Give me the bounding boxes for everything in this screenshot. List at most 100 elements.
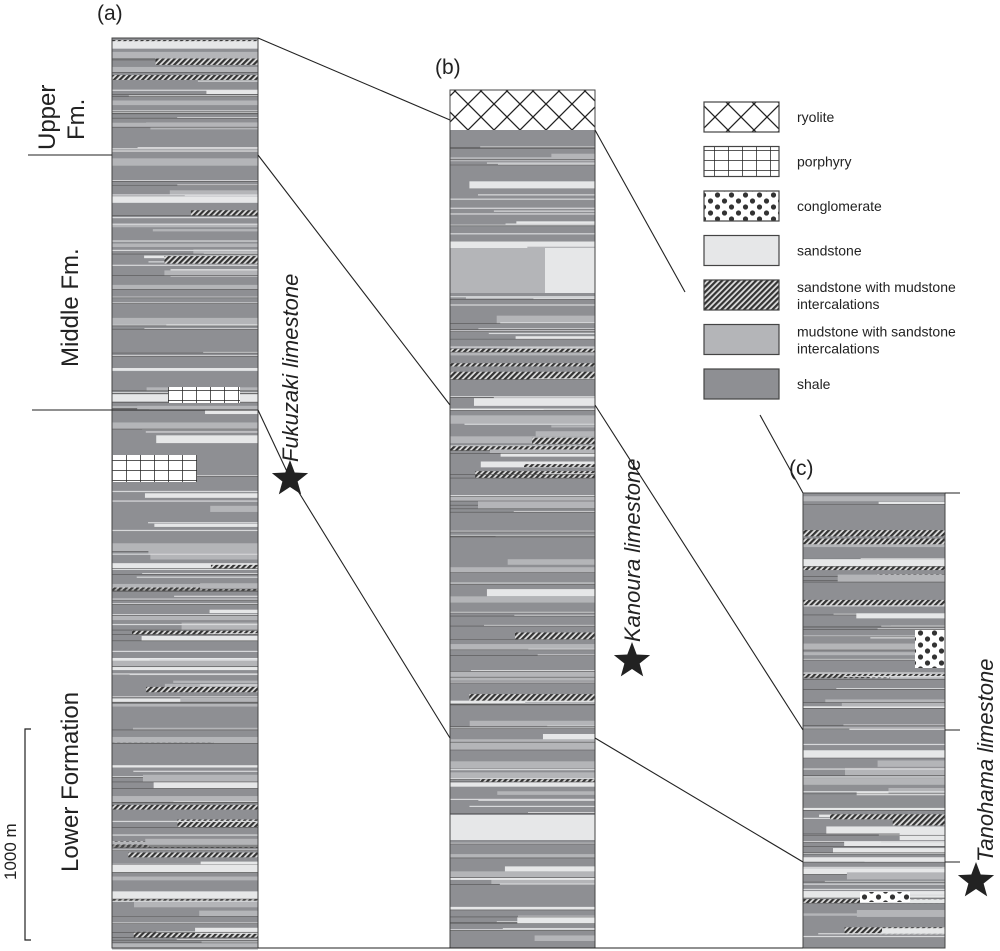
bed-layer	[213, 737, 258, 744]
bed-layer	[469, 181, 595, 189]
bed-layer	[450, 681, 595, 683]
bed-layer	[450, 700, 595, 704]
bed-layer	[450, 671, 595, 676]
bed-layer	[545, 877, 595, 884]
bed-layer	[450, 495, 595, 502]
bed-layer	[803, 888, 945, 891]
limestone-star-icon	[613, 642, 651, 677]
bed-layer	[547, 725, 595, 727]
bed-layer	[112, 529, 258, 532]
bed-layer	[881, 625, 945, 627]
bed-layer	[450, 739, 595, 743]
bed-layer	[882, 928, 945, 934]
bed-layer	[450, 330, 595, 332]
bed-layer	[112, 667, 258, 671]
bed-layer	[450, 727, 595, 729]
bed-layer	[141, 635, 258, 641]
bed-layer	[491, 877, 595, 885]
legend-swatch-sandmud	[703, 279, 780, 311]
bed-layer	[200, 861, 258, 865]
bed-layer	[128, 95, 258, 97]
bed-layer	[803, 852, 945, 855]
bed-layer	[206, 633, 258, 635]
column-label-c: (c)	[789, 457, 814, 480]
bed-layer	[450, 304, 595, 306]
bed-layer	[128, 852, 258, 858]
conglomerate-layer	[860, 892, 910, 902]
bed-layer	[112, 296, 258, 298]
bed-layer	[507, 559, 595, 565]
bed-layer	[818, 933, 945, 935]
bed-layer	[533, 298, 595, 300]
column-c	[803, 493, 945, 948]
bed-layer	[112, 216, 258, 219]
bed-layer	[112, 864, 258, 873]
bed-layer	[881, 841, 945, 843]
bed-layer	[210, 505, 258, 512]
bed-layer	[877, 760, 945, 767]
bed-layer	[450, 415, 595, 423]
bed-layer	[450, 871, 595, 878]
bed-layer	[112, 243, 258, 248]
bed-layer	[493, 397, 595, 399]
bed-layer	[502, 927, 595, 930]
bed-layer	[201, 941, 258, 943]
legend-label: mudstone with sandstone	[797, 324, 956, 340]
bed-layer	[488, 332, 595, 335]
column-b	[450, 90, 595, 948]
bed-layer	[450, 348, 595, 353]
bed-layer	[112, 223, 258, 228]
bed-layer	[199, 684, 258, 686]
bed-layer	[803, 652, 945, 656]
bed-layer	[469, 720, 595, 727]
bed-layer	[149, 659, 258, 661]
bed-layer	[205, 408, 258, 415]
bed-layer	[517, 917, 595, 924]
bed-layer	[112, 500, 258, 502]
bed-layer	[803, 727, 945, 729]
bed-layer	[210, 564, 258, 569]
bed-layer	[132, 630, 258, 635]
bed-layer	[129, 673, 258, 676]
bed-layer	[112, 148, 258, 150]
bed-layer	[477, 501, 595, 509]
conglomerate-layer	[915, 630, 945, 668]
bed-layer	[535, 431, 595, 437]
bed-layer	[516, 221, 595, 225]
bed-layer	[803, 935, 945, 938]
bed-layer	[133, 770, 258, 772]
bed-layer	[177, 117, 258, 119]
bed-layer	[112, 849, 258, 851]
bed-layer	[112, 603, 258, 605]
bed-layer	[164, 270, 258, 276]
bed-layer	[193, 249, 258, 255]
bed-layer	[112, 368, 258, 371]
legend: ryolite porphyry conglomerate sandstone sand…	[703, 101, 956, 400]
limestone-star-icon	[271, 460, 309, 495]
bed-layer	[803, 559, 945, 567]
bed-layer	[112, 943, 258, 950]
bed-layer	[450, 396, 595, 398]
bed-layer	[184, 194, 258, 197]
bed-layer	[177, 184, 258, 186]
bed-layer	[542, 473, 595, 475]
bed-layer	[203, 252, 258, 255]
legend-label: porphyry	[797, 154, 851, 170]
bed-layer	[200, 583, 258, 590]
column-label-a: (a)	[97, 2, 123, 25]
formation-label-middle: Middle Fm.	[57, 248, 84, 367]
bed-layer	[830, 814, 945, 820]
bed-layer	[112, 900, 258, 902]
bed-layer	[845, 767, 945, 776]
bed-layer	[504, 866, 595, 872]
bed-layer	[112, 180, 258, 182]
legend-swatch-porphyry	[703, 145, 780, 178]
limestone-label-fukuzaki: Fukuzaki limestone	[278, 274, 303, 462]
bed-layer	[450, 495, 595, 497]
bed-layer	[112, 51, 258, 59]
bed-layer	[450, 761, 595, 770]
bed-layer	[450, 296, 595, 298]
bed-layer	[112, 623, 258, 626]
column-a	[112, 38, 258, 950]
bed-layer	[832, 848, 945, 853]
